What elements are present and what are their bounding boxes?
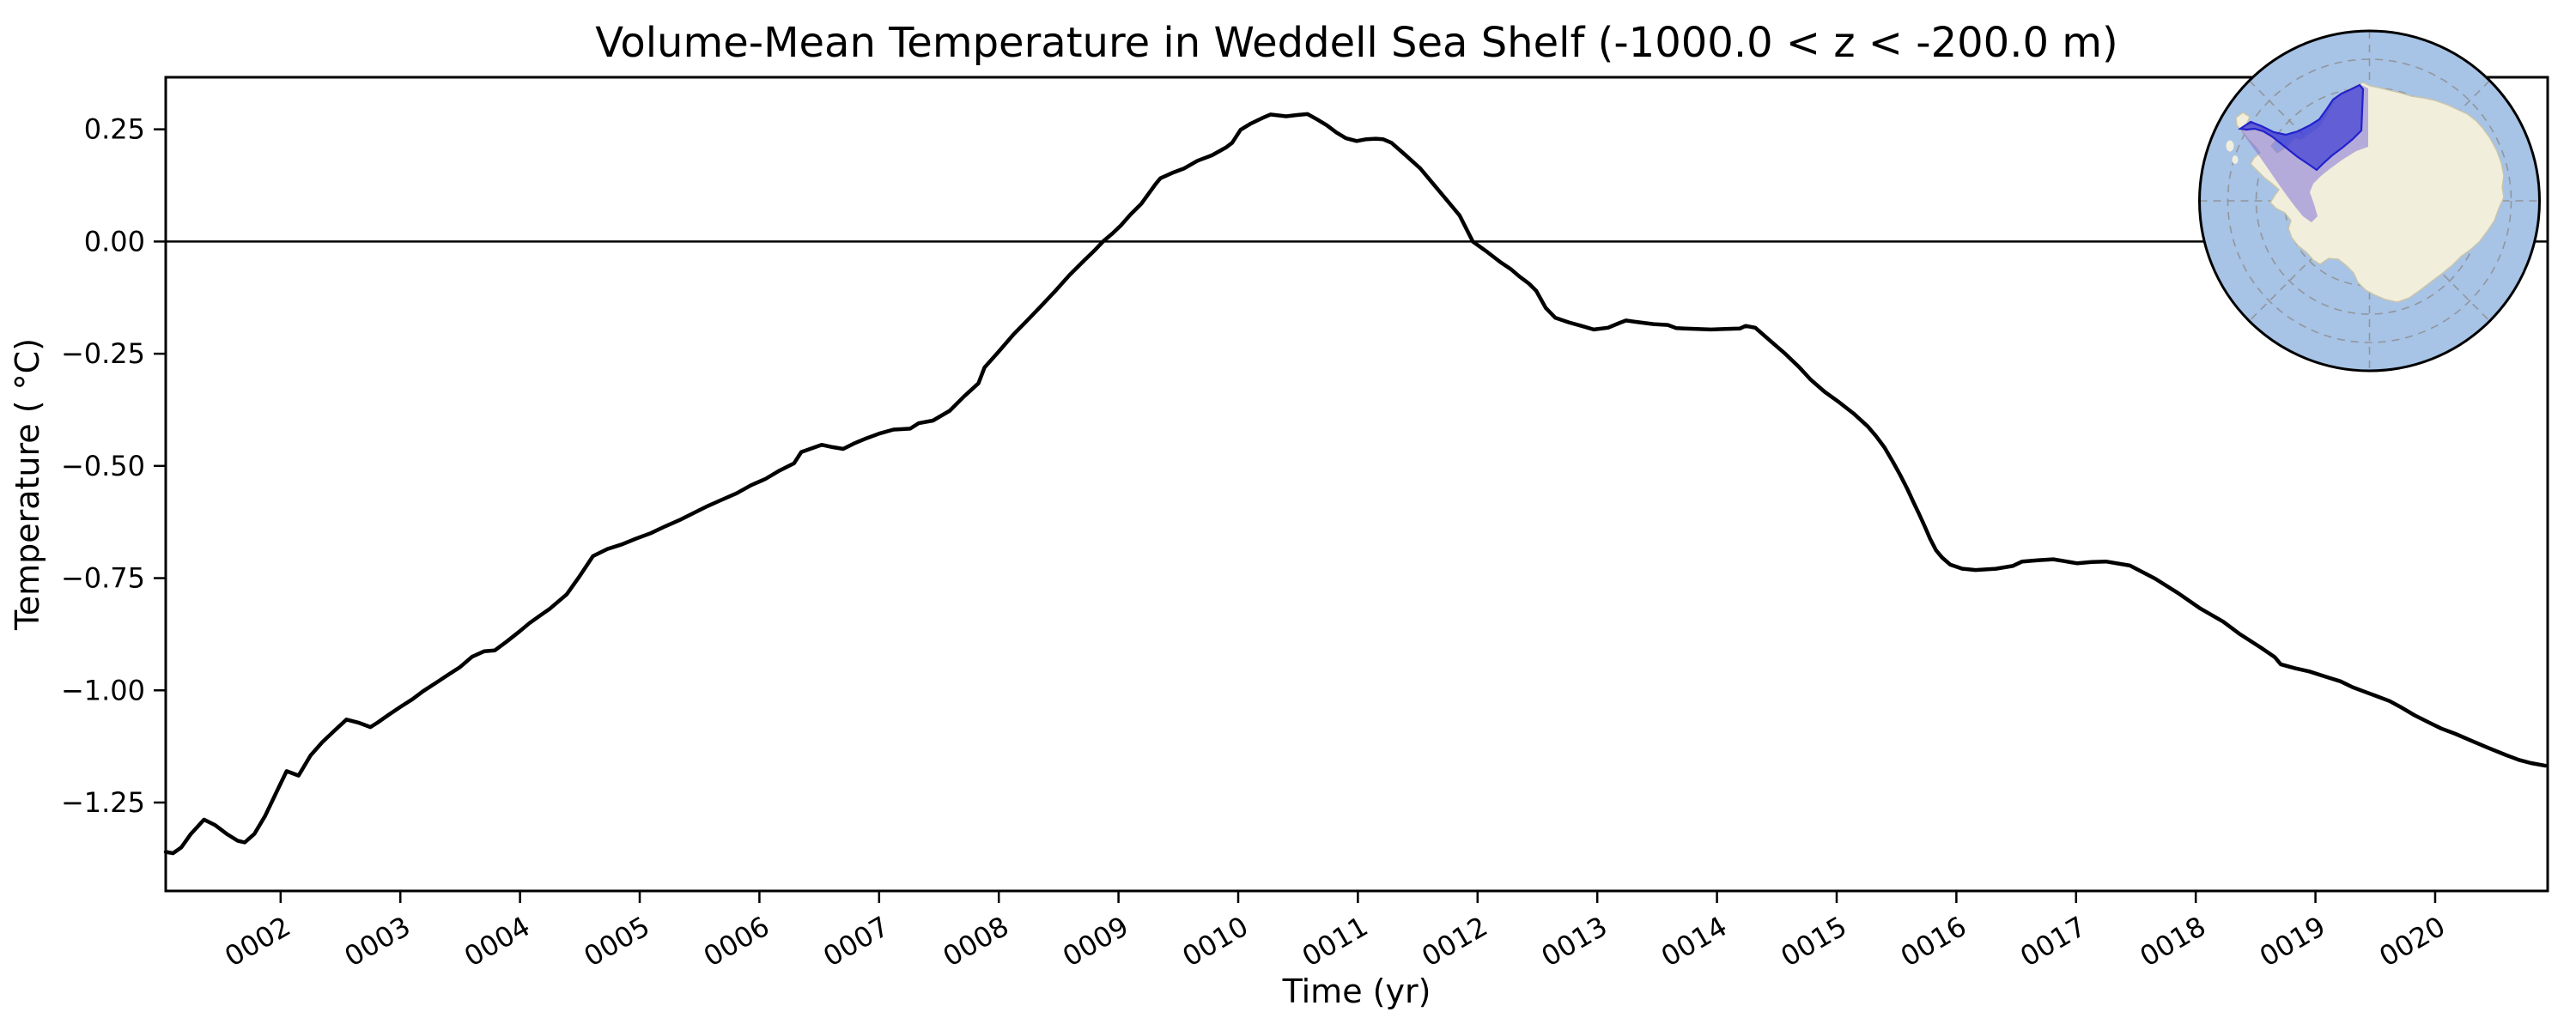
y-tick-label: −0.75 [61,562,145,595]
x-axis-label: Time (yr) [1282,972,1431,1010]
y-axis-label: Temperature ( °C) [9,338,46,631]
y-tick-label: −1.25 [61,786,145,819]
map-border [2198,29,2541,373]
map-island [2226,140,2234,152]
axes-spines [164,76,2549,893]
y-tick-label: 0.00 [84,225,145,258]
chart-title: Volume-Mean Temperature in Weddell Sea S… [595,19,2118,67]
y-tick-label: −0.25 [61,337,145,370]
map-region-shelf [2237,83,2365,172]
map-island [2232,155,2239,164]
temperature-line [163,112,2548,856]
y-tick-label: −1.00 [61,674,145,706]
inset-map [2198,29,2541,373]
y-tick-label: −0.50 [61,450,145,482]
y-tick-label: 0.25 [84,113,145,146]
